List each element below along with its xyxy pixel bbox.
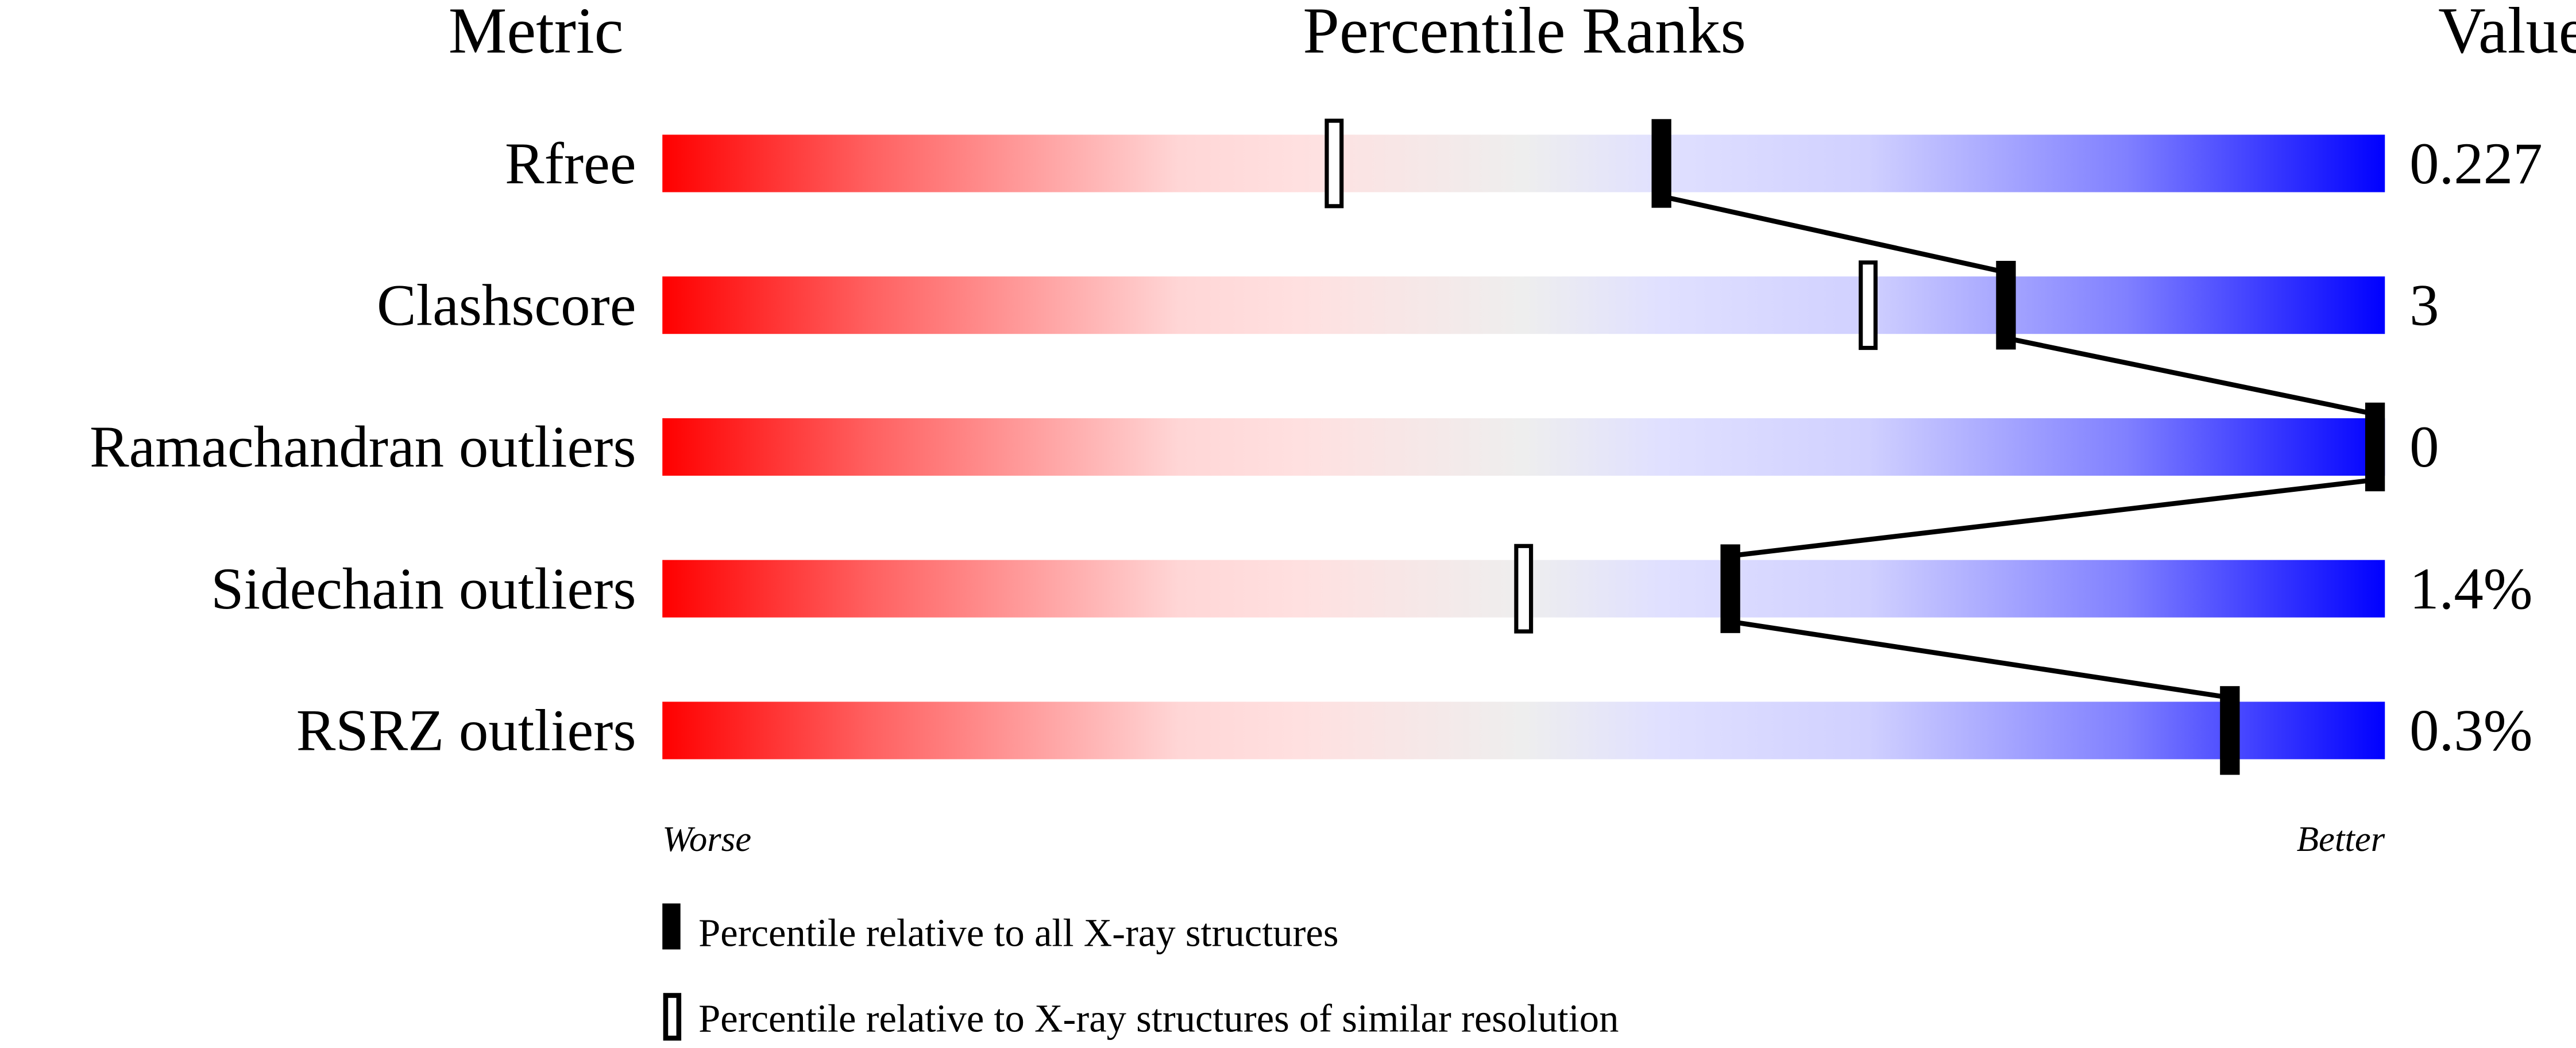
metric-value: 0.3% xyxy=(2409,698,2532,764)
similar-resolution-marker xyxy=(1514,544,1534,634)
metric-value: 0 xyxy=(2409,414,2439,480)
metric-label: Rfree xyxy=(505,131,636,196)
metric-value: 1.4% xyxy=(2409,556,2532,622)
header-value: Value xyxy=(2438,0,2576,67)
percentile-bar xyxy=(662,702,2385,760)
header-percentile-ranks: Percentile Ranks xyxy=(1303,0,1746,67)
better-label: Better xyxy=(2297,819,2385,859)
worse-label: Worse xyxy=(662,819,751,859)
header-metric: Metric xyxy=(449,0,624,67)
similar-resolution-marker xyxy=(1324,118,1344,209)
all-structures-marker xyxy=(1720,544,1740,633)
similar-resolution-marker xyxy=(1859,260,1878,350)
legend-open-label: Percentile relative to X-ray structures … xyxy=(698,996,1619,1040)
metric-value: 3 xyxy=(2409,272,2439,338)
legend-filled-label: Percentile relative to all X-ray structu… xyxy=(698,911,1338,955)
percentile-link-line xyxy=(2005,336,2376,417)
percentile-link-line xyxy=(1729,619,2231,700)
legend-open-marker xyxy=(663,993,682,1041)
percentile-link-line xyxy=(1660,194,2007,275)
percentile-bar xyxy=(662,418,2385,476)
metric-label: Clashscore xyxy=(377,272,636,338)
metric-value: 0.227 xyxy=(2409,131,2543,196)
percentile-link-line xyxy=(1730,477,2376,558)
metric-label: Ramachandran outliers xyxy=(90,414,636,480)
metric-label: RSRZ outliers xyxy=(296,698,636,764)
all-structures-marker xyxy=(1996,260,2016,350)
percentile-bar xyxy=(662,134,2385,192)
metric-label: Sidechain outliers xyxy=(211,556,636,622)
percentile-bar xyxy=(662,276,2385,334)
all-structures-marker xyxy=(1651,119,1671,208)
legend-filled-marker xyxy=(662,903,681,950)
all-structures-marker xyxy=(2365,402,2385,492)
all-structures-marker xyxy=(2220,686,2240,775)
